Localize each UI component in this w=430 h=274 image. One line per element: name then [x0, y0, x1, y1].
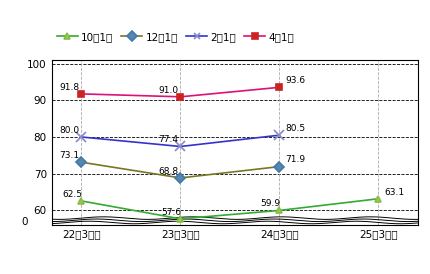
- Text: 93.6: 93.6: [284, 76, 304, 85]
- Text: 57.6: 57.6: [161, 208, 181, 217]
- Text: 73.1: 73.1: [59, 151, 79, 160]
- Text: 91.8: 91.8: [59, 83, 79, 92]
- Text: 63.1: 63.1: [383, 188, 403, 196]
- Text: 62.5: 62.5: [62, 190, 82, 199]
- Text: 80.5: 80.5: [284, 124, 304, 133]
- Text: 77.4: 77.4: [158, 135, 178, 144]
- Text: 80.0: 80.0: [59, 126, 79, 135]
- Text: 59.9: 59.9: [259, 199, 280, 208]
- Text: 71.9: 71.9: [284, 155, 304, 164]
- Text: 0: 0: [21, 218, 28, 227]
- Legend: 10月1日, 12月1日, 2月1日, 4月1日: 10月1日, 12月1日, 2月1日, 4月1日: [57, 32, 293, 42]
- Text: 91.0: 91.0: [158, 86, 178, 95]
- Text: 68.8: 68.8: [158, 167, 178, 176]
